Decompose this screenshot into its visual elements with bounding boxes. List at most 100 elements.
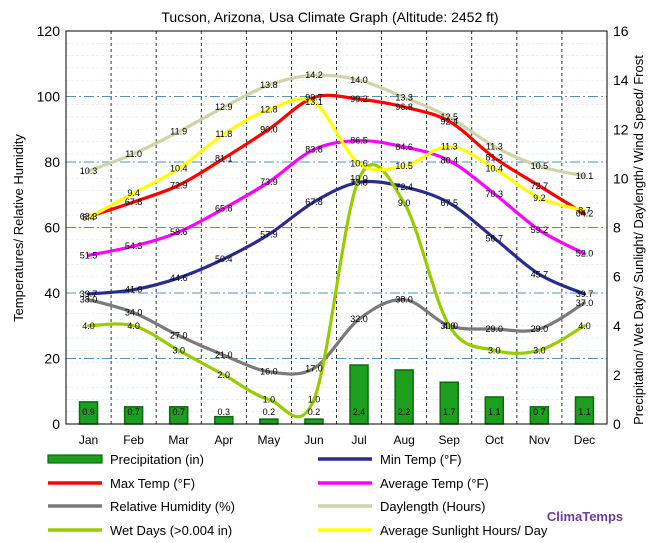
- data-label-average-temp-f: 86.5: [350, 136, 368, 146]
- plot-frame: [65, 30, 608, 425]
- data-label-min-temp-f: 72.4: [395, 182, 413, 192]
- data-label-relative-humidity: 37.0: [576, 298, 594, 308]
- data-label-average-temp-f: 58.6: [170, 227, 188, 237]
- y-right-tick-label: 12: [613, 121, 629, 137]
- precipitation-bar-label: 1.7: [443, 407, 456, 417]
- series-line-average-sunlight-hours-day: [86, 97, 587, 220]
- legend-label: Min Temp (°F): [380, 452, 462, 467]
- series-line-relative-humidity: [86, 297, 587, 376]
- data-label-relative-humidity: 38.0: [80, 295, 98, 305]
- series-lines: [86, 73, 587, 419]
- data-label-average-temp-f: 80.4: [440, 156, 458, 166]
- series-line-daylength-hours: [86, 73, 587, 178]
- chart-title: Tucson, Arizona, Usa Climate Graph (Alti…: [161, 9, 498, 25]
- y-right-tick-label: 14: [613, 72, 629, 88]
- data-label-max-temp-f: 81.3: [486, 153, 504, 163]
- series-line-wet-days-0-004-in: [86, 163, 587, 419]
- axes: 0 20 40 60 80 100 120 0 2 4 6 8 10 12 14 16 Jan Feb Mar Apr…: [37, 23, 629, 447]
- data-label-average-sunlight-hours-day: 8.7: [578, 205, 591, 215]
- precipitation-bar-label: 0.7: [533, 407, 546, 417]
- data-label-average-sunlight-hours-day: 12.8: [260, 105, 278, 115]
- data-label-wet-days-0-004-in: 1.0: [308, 394, 321, 404]
- legend-label: Wet Days (>0.004 in): [110, 523, 232, 538]
- y-left-tick-label: 100: [37, 89, 61, 105]
- data-label-wet-days-0-004-in: 4.0: [127, 321, 140, 331]
- precipitation-bar-label: 0.7: [172, 407, 185, 417]
- legend-item-precipitation-in: Precipitation (in): [47, 452, 204, 467]
- legend-label: Average Temp (°F): [380, 476, 489, 491]
- data-label-wet-days-0-004-in: 4.0: [443, 321, 456, 331]
- data-label-max-temp-f: 92.4: [440, 116, 458, 126]
- y-right-tick-label: 10: [613, 170, 629, 186]
- y-right-tick-label: 8: [613, 220, 621, 236]
- x-tick-label: May: [258, 433, 281, 447]
- data-label-average-sunlight-hours-day: 10.6: [350, 159, 368, 169]
- data-label-wet-days-0-004-in: 3.0: [172, 345, 185, 355]
- y-right-tick-label: 4: [613, 318, 621, 334]
- data-label-average-sunlight-hours-day: 9.2: [533, 193, 546, 203]
- legend-label: Max Temp (°F): [110, 476, 195, 491]
- precipitation-bar-label: 1.1: [578, 407, 591, 417]
- legend-label: Daylength (Hours): [380, 499, 486, 514]
- data-label-average-sunlight-hours-day: 11.8: [215, 129, 232, 139]
- data-label-min-temp-f: 73.8: [350, 177, 368, 187]
- legend-item-min-temp-f: Min Temp (°F): [318, 452, 462, 467]
- data-label-min-temp-f: 39.7: [576, 289, 594, 299]
- legend-swatch: [47, 454, 103, 464]
- y-left-tick-label: 60: [44, 220, 60, 236]
- data-label-average-sunlight-hours-day: 8.4: [82, 213, 95, 223]
- series-line-average-temp-f: [86, 139, 587, 257]
- x-tick-label: Jul: [351, 433, 366, 447]
- data-label-max-temp-f: 72.9: [170, 180, 188, 190]
- data-label-min-temp-f: 44.6: [170, 273, 188, 283]
- data-label-min-temp-f: 57.9: [260, 229, 278, 239]
- data-label-daylength-hours: 12.5: [440, 112, 458, 122]
- data-label-relative-humidity: 16.0: [260, 367, 278, 377]
- legend-label: Precipitation (in): [110, 452, 204, 467]
- data-label-daylength-hours: 11.9: [170, 127, 187, 137]
- data-label-relative-humidity: 32.0: [350, 314, 368, 324]
- data-label-max-temp-f: 72.7: [531, 181, 549, 191]
- grid: [66, 30, 607, 425]
- precipitation-bar-label: 0.2: [263, 407, 276, 417]
- y-left-tick-label: 0: [52, 416, 60, 432]
- data-label-average-sunlight-hours-day: 10.4: [170, 164, 188, 174]
- data-label-wet-days-0-004-in: 4.0: [578, 321, 591, 331]
- data-label-average-sunlight-hours-day: 10.5: [395, 161, 413, 171]
- series-line-min-temp-f: [86, 179, 587, 296]
- data-label-daylength-hours: 14.0: [350, 75, 368, 85]
- series-line-max-temp-f: [86, 93, 587, 219]
- data-label-average-temp-f: 54.3: [125, 241, 143, 251]
- precipitation-bars: [78, 364, 595, 425]
- precipitation-bar: [304, 418, 324, 425]
- data-label-average-temp-f: 65.8: [215, 204, 233, 214]
- precipitation-bar: [439, 381, 459, 425]
- x-tick-label: Apr: [214, 433, 233, 447]
- data-label-wet-days-0-004-in: 1.0: [263, 394, 276, 404]
- precipitation-bar-label: 0.7: [127, 407, 140, 417]
- data-label-min-temp-f: 45.7: [531, 269, 549, 279]
- data-label-relative-humidity: 17.0: [305, 363, 323, 373]
- data-label-daylength-hours: 10.3: [80, 166, 98, 176]
- data-label-wet-days-0-004-in: 4.0: [82, 321, 95, 331]
- data-label-min-temp-f: 41.0: [125, 285, 143, 295]
- data-label-average-sunlight-hours-day: 13.1: [305, 97, 323, 107]
- data-label-daylength-hours: 12.9: [215, 102, 233, 112]
- data-label-relative-humidity: 21.0: [215, 350, 233, 360]
- data-label-max-temp-f: 90.0: [260, 124, 278, 134]
- precipitation-bar-label: 2.4: [353, 407, 366, 417]
- data-label-min-temp-f: 50.4: [215, 254, 233, 264]
- data-label-daylength-hours: 13.3: [395, 92, 413, 102]
- data-label-average-sunlight-hours-day: 10.4: [486, 164, 504, 174]
- y-right-tick-label: 6: [613, 269, 621, 285]
- data-label-max-temp-f: 63.3: [80, 212, 98, 222]
- data-labels: 0.9 0.7 0.7 0.3 0.2 0.2 2.4 2.2 1.7 1.1 0.7 1.1 39.7…: [80, 70, 593, 417]
- data-label-average-sunlight-hours-day: 11.3: [441, 141, 458, 151]
- x-tick-label: Aug: [393, 433, 414, 447]
- data-label-relative-humidity: 30.0: [440, 321, 458, 331]
- data-label-daylength-hours: 11.0: [125, 149, 142, 159]
- x-tick-label: Jan: [79, 433, 98, 447]
- data-label-daylength-hours: 13.8: [260, 80, 278, 90]
- data-label-wet-days-0-004-in: 9.0: [398, 198, 411, 208]
